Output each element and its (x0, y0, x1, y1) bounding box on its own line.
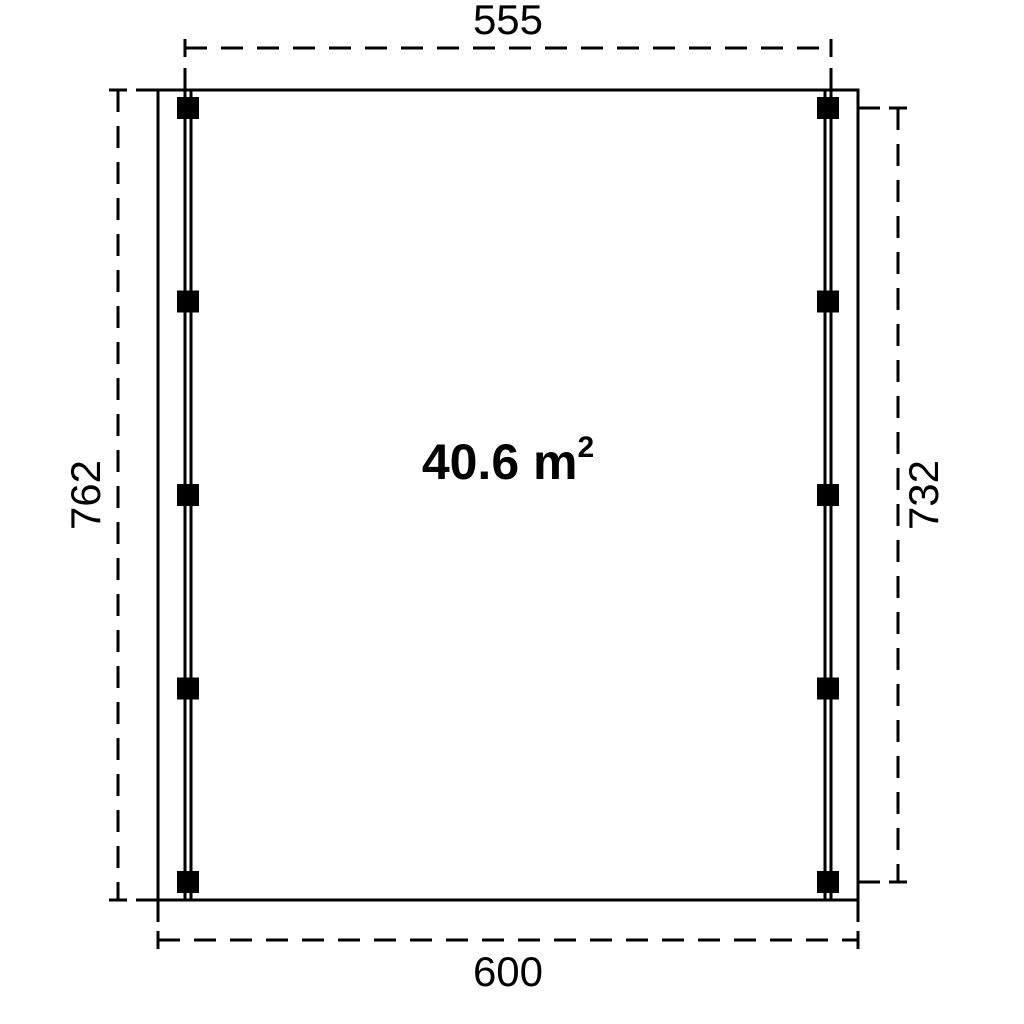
post-left (177, 871, 199, 893)
post-right (817, 678, 839, 700)
area-label: 40.6 m2 (422, 431, 594, 490)
dim-right: 732 (900, 460, 947, 530)
dim-bottom: 600 (473, 948, 543, 995)
post-left (177, 291, 199, 313)
post-left (177, 484, 199, 506)
post-left (177, 678, 199, 700)
post-right (817, 97, 839, 119)
dim-top: 555 (473, 0, 543, 43)
floor-plan: 555 600 762 732 40.6 m2 (0, 0, 1024, 1024)
post-right (817, 291, 839, 313)
post-right (817, 484, 839, 506)
post-left (177, 97, 199, 119)
post-right (817, 871, 839, 893)
dim-left: 762 (62, 460, 109, 530)
